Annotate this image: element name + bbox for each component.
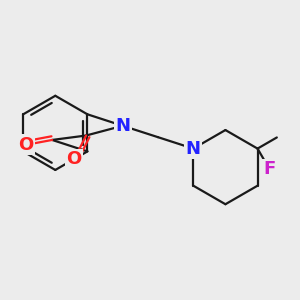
Text: F: F <box>263 160 276 178</box>
Text: O: O <box>67 150 82 168</box>
Text: N: N <box>186 140 201 158</box>
Text: O: O <box>18 136 34 154</box>
Text: N: N <box>115 117 130 135</box>
